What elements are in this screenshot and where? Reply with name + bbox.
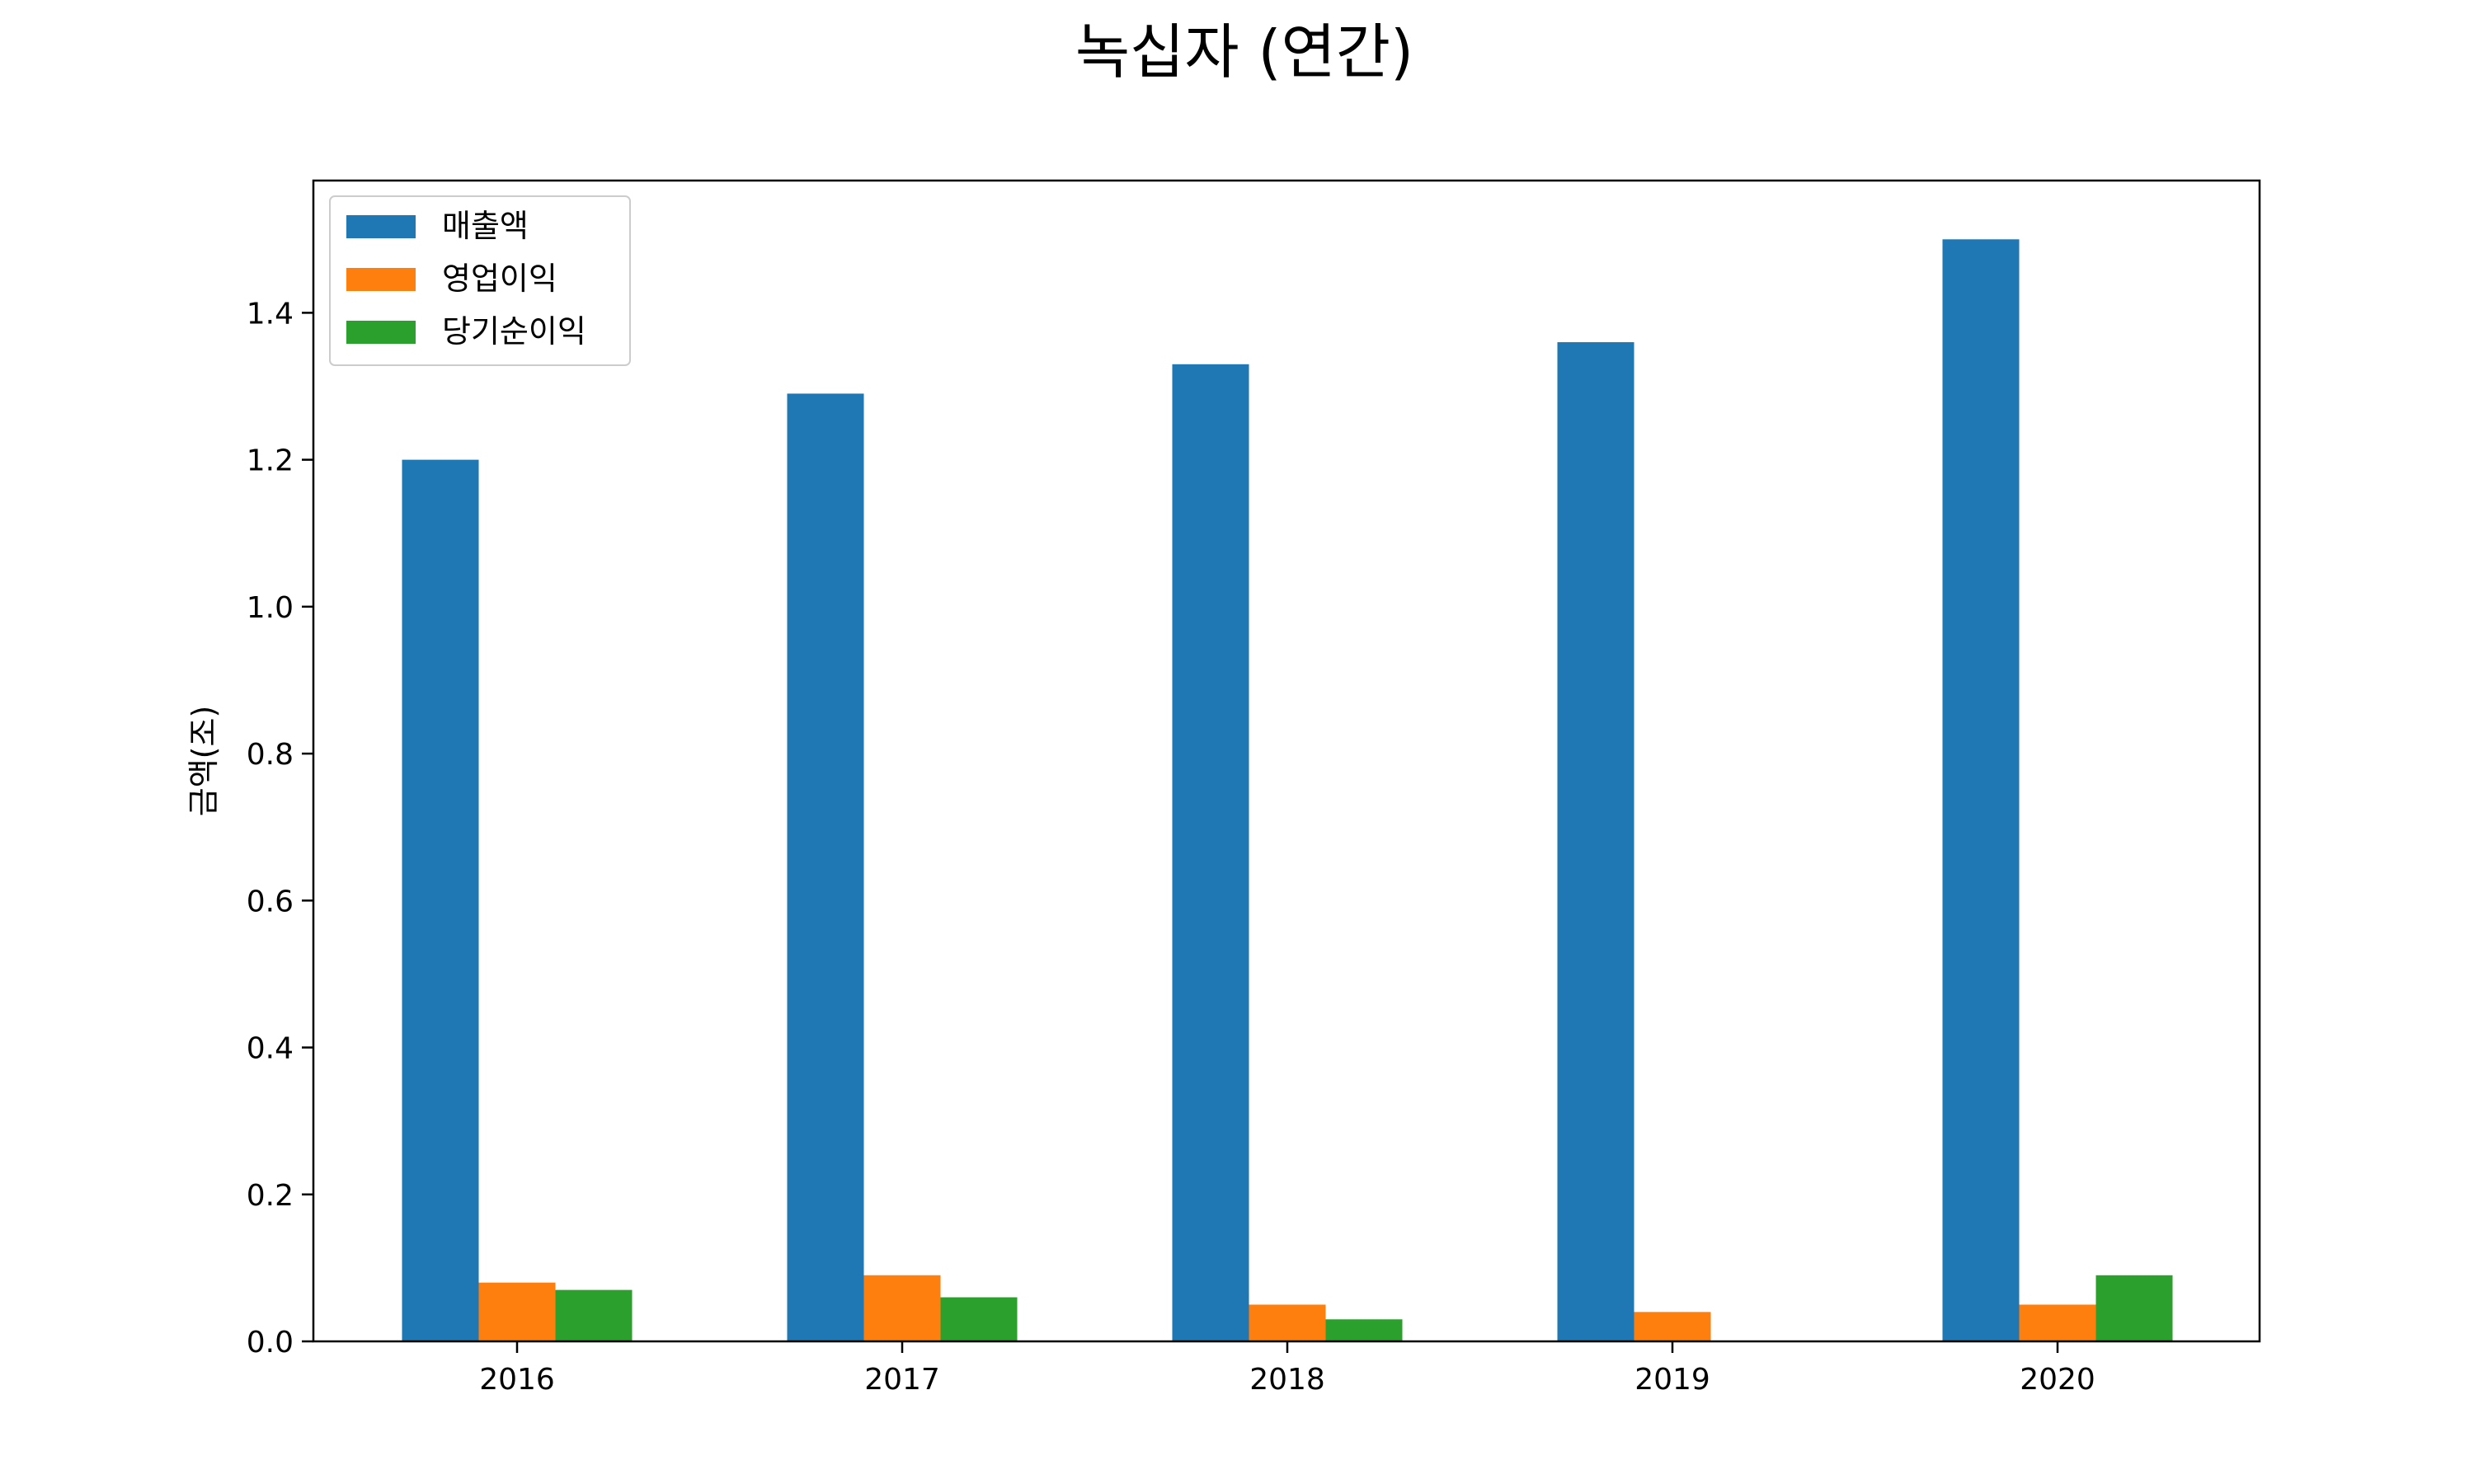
x-tick-label: 2018 [1249,1363,1325,1397]
y-tick-label: 0.8 [247,738,294,772]
x-axis: 2016 2017 2018 2019 2020 [479,1341,2095,1397]
bar-1-2017 [787,393,864,1341]
y-tick-label: 0.0 [247,1326,294,1360]
y-axis-label: 금액(조) [186,706,222,817]
bar-1-2016 [402,459,479,1341]
x-tick-label: 2020 [2020,1363,2095,1397]
y-tick-label: 0.4 [247,1032,294,1066]
bar-2-2017 [863,1275,941,1341]
bar-1-2019 [1557,342,1634,1341]
legend-label-1: 매출액 [442,208,529,244]
x-tick-label: 2016 [479,1363,555,1397]
y-axis: 0.0 0.2 0.4 0.6 0.8 1.0 1.2 1.4 [247,297,313,1360]
legend-label-3: 당기순이익 [442,313,586,350]
bar-3-2018 [1325,1319,1403,1341]
bar-2-2016 [478,1282,556,1341]
x-tick-label: 2019 [1634,1363,1710,1397]
legend-swatch-2 [346,268,416,291]
bar-3-2020 [2095,1275,2173,1341]
bar-3-2017 [940,1297,1018,1341]
y-tick-label: 0.6 [247,885,294,918]
bar-2-2019 [1634,1312,1711,1341]
bars-layer [402,239,2173,1342]
y-tick-label: 1.2 [247,444,294,478]
bar-2-2018 [1249,1304,1326,1341]
bar-1-2018 [1172,364,1249,1342]
y-tick-label: 1.4 [247,297,294,331]
legend-label-2: 영업이익 [442,261,557,297]
bar-3-2016 [555,1289,633,1341]
plot-frame [312,179,2261,1343]
bar-1-2020 [1942,239,2020,1341]
y-tick-label: 0.2 [247,1179,294,1213]
x-tick-label: 2017 [864,1363,940,1397]
bar-2-2020 [2019,1304,2096,1341]
legend-swatch-3 [346,321,416,344]
chart-title: 녹십자 (연간) [1075,17,1413,87]
legend-swatch-1 [346,215,416,238]
y-tick-label: 1.0 [247,591,294,625]
